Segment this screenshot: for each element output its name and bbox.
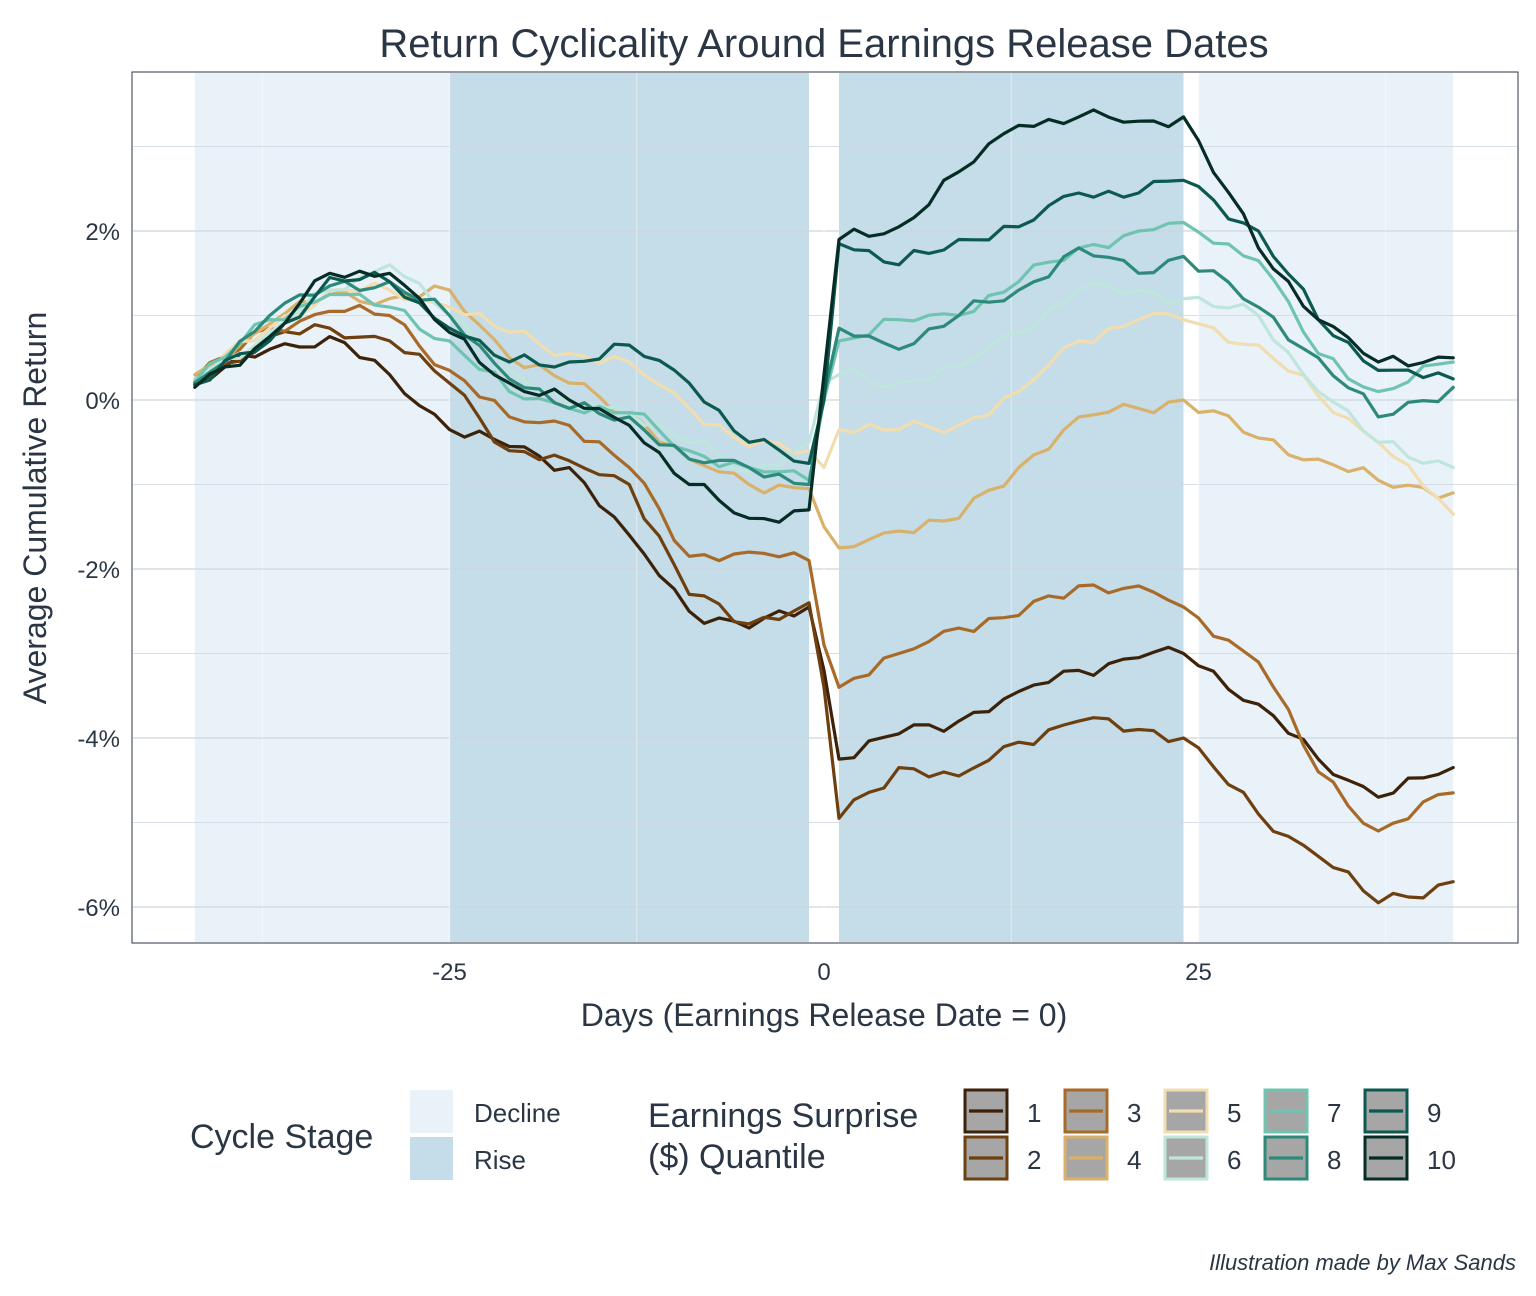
y-tick-label: -6% [77, 895, 120, 922]
legend-cycle-items: Decline Rise [410, 1090, 561, 1180]
legend-label-q4: 4 [1127, 1145, 1141, 1175]
legend-label-q6: 6 [1227, 1145, 1241, 1175]
legend-quantile-items: 1 2 3 4 5 6 7 8 9 10 [963, 1088, 1456, 1181]
y-tick-label: 2% [85, 219, 120, 246]
legend-cycle-title: Cycle Stage [190, 1118, 373, 1156]
series-line-q1 [193, 335, 1455, 799]
legend-label-q1: 1 [1027, 1098, 1041, 1128]
legend-label-rise: Rise [474, 1145, 526, 1175]
series-line-q3 [193, 303, 1455, 833]
caption: Illustration made by Max Sands [1209, 1250, 1516, 1275]
x-tick-label: 0 [817, 959, 830, 986]
legend-label-decline: Decline [474, 1098, 561, 1128]
y-axis-title: Average Cumulative Return [17, 312, 53, 705]
legend-label-q9: 9 [1427, 1098, 1441, 1128]
x-tick-label: 25 [1185, 959, 1212, 986]
y-axis-ticks: 2% 0% -2% -4% -6% [77, 219, 120, 922]
series-line-q10 [193, 108, 1455, 524]
legend-label-q10: 10 [1427, 1145, 1456, 1175]
x-axis-title: Days (Earnings Release Date = 0) [581, 997, 1067, 1033]
legend-label-q7: 7 [1327, 1098, 1341, 1128]
cycle-band-decline-3 [1198, 73, 1454, 942]
y-tick-label: 0% [85, 388, 120, 415]
cycle-band-rise-1 [449, 73, 810, 942]
series-line-q9 [193, 178, 1455, 465]
series-lines [193, 108, 1455, 905]
legend-label-q3: 3 [1127, 1098, 1141, 1128]
legend-quantile-title-line1: Earnings Surprise [648, 1097, 918, 1135]
y-tick-label: -2% [77, 557, 120, 584]
gridlines [133, 73, 1517, 942]
x-tick-label: -25 [432, 959, 467, 986]
legend-label-q2: 2 [1027, 1145, 1041, 1175]
legend-label-q5: 5 [1227, 1098, 1241, 1128]
cycle-stage-bands [194, 73, 1454, 942]
series-line-q2 [193, 323, 1455, 905]
plot-panel-border [131, 71, 1519, 944]
legend-label-q8: 8 [1327, 1145, 1341, 1175]
cycle-band-decline-0 [194, 73, 450, 942]
series-line-q5 [193, 281, 1455, 516]
legend: Cycle Stage Decline Rise Earnings Surpris… [190, 1088, 1456, 1181]
chart-title: Return Cyclicality Around Earnings Relea… [379, 22, 1268, 66]
legend-quantile-title-line2: ($) Quantile [648, 1138, 826, 1176]
legend-swatch-decline [410, 1090, 453, 1133]
y-tick-label: -4% [77, 726, 120, 753]
x-axis-ticks: -25 0 25 [432, 959, 1212, 986]
legend-swatch-rise [410, 1137, 453, 1180]
